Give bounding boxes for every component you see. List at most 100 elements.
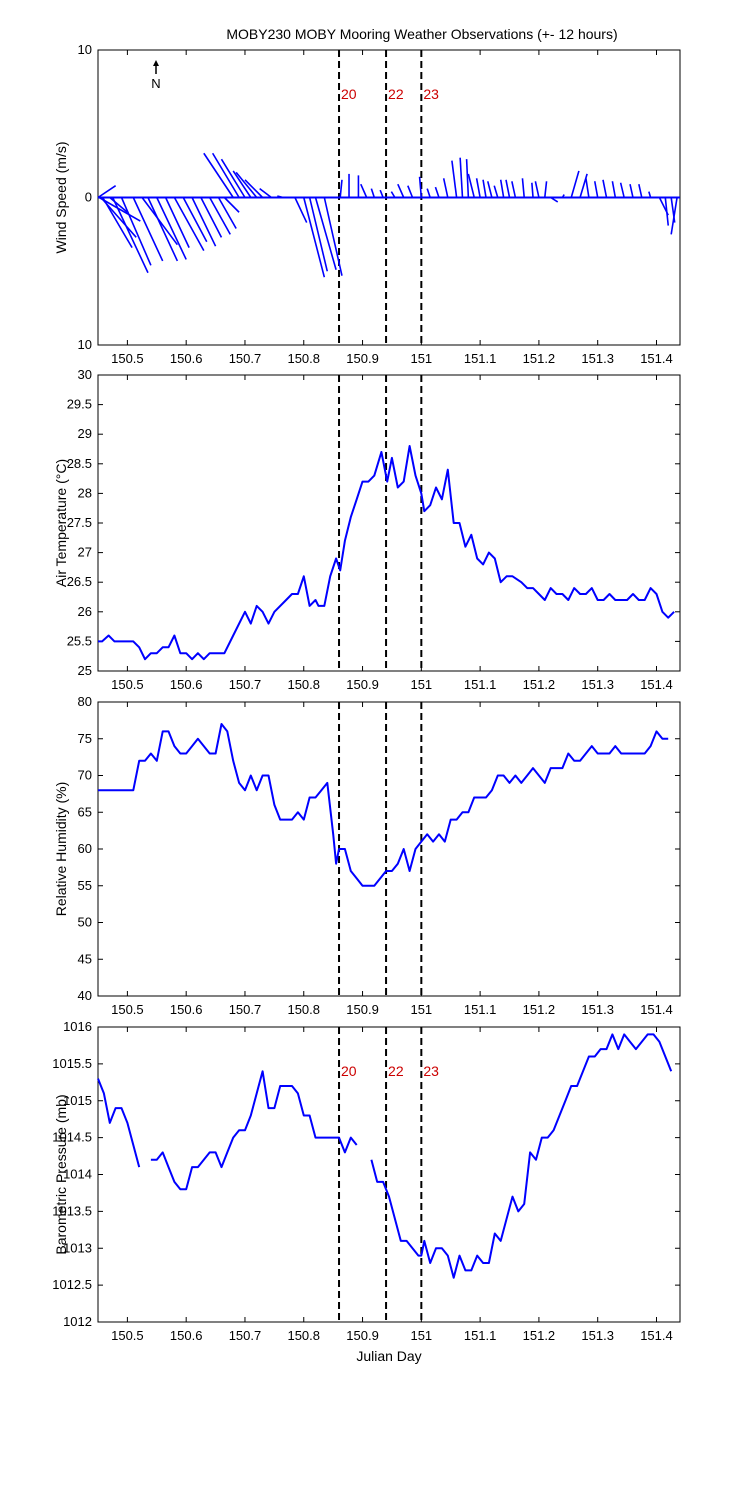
x-tick-label: 150.8 [287, 1002, 320, 1017]
wind-vector [611, 181, 617, 198]
y-tick-label: 1014 [63, 1167, 92, 1182]
x-tick-label: 150.9 [346, 677, 379, 692]
wind-vector [570, 170, 580, 198]
y-tick-label: 30 [78, 367, 92, 382]
wind-vector [543, 181, 548, 198]
x-tick-label: 150.6 [170, 1328, 203, 1343]
panel-4: 150.5 150.6 150.7 150.8 150.9 151 151.1 151.2 15… [52, 1019, 681, 1364]
wind-vector [550, 196, 559, 203]
y-tick-label: 1012 [63, 1314, 92, 1329]
wind-vector [232, 170, 252, 198]
x-tick-label: 150.5 [111, 351, 144, 366]
x-tick-label: 150.6 [170, 1002, 203, 1017]
x-tick-label: 150.5 [111, 1328, 144, 1343]
wind-vector [619, 182, 625, 198]
wind-vector [511, 181, 517, 198]
wind-vector [670, 197, 678, 235]
wind-vector [593, 181, 599, 198]
wind-vector [465, 159, 470, 198]
y-tick-label: 29.5 [67, 397, 92, 412]
wind-vector [220, 158, 246, 198]
wind-vector [203, 152, 234, 198]
x-tick-label: 151 [410, 351, 432, 366]
plot-frame [97, 374, 681, 672]
y-tick-label: 0 [85, 190, 92, 205]
wind-vector [397, 183, 405, 198]
north-label: N [151, 76, 160, 91]
wind-vector [277, 195, 284, 199]
y-tick-label: 1016 [63, 1019, 92, 1034]
wind-vector [451, 160, 458, 198]
wind-vector [211, 152, 240, 198]
wind-vector [534, 181, 540, 198]
x-tick-label: 151.3 [581, 351, 614, 366]
y-tick-label: 55 [78, 878, 92, 893]
wind-vector [173, 197, 205, 251]
panel-1: 150.5 150.6 150.7 150.8 150.9 151 151.1 151.2 15… [53, 42, 681, 366]
wind-vector [521, 178, 526, 198]
x-tick-label: 150.5 [111, 1002, 144, 1017]
x-tick-label: 150.7 [229, 1328, 262, 1343]
y-tick-label: 45 [78, 951, 92, 966]
x-tick-label: 151.4 [640, 677, 673, 692]
x-axis-label: Julian Day [356, 1348, 421, 1364]
x-tick-label: 150.8 [287, 351, 320, 366]
y-tick-label: 70 [78, 768, 92, 783]
wind-vector [97, 185, 117, 199]
wind-vector [482, 179, 487, 198]
wind-vector [147, 197, 179, 262]
y-axis-label: Wind Speed (m/s) [53, 141, 69, 253]
wind-vector [459, 157, 464, 198]
wind-vector [493, 185, 499, 198]
y-tick-label: 25 [78, 663, 92, 678]
y-tick-label: 1015 [63, 1093, 92, 1108]
plot-frame [97, 1026, 681, 1323]
y-tick-label: 40 [78, 988, 92, 1003]
plot-frame [97, 701, 681, 997]
x-tick-label: 150.6 [170, 351, 203, 366]
event-marker-label: 23 [423, 1063, 439, 1079]
y-tick-label: 80 [78, 694, 92, 709]
wind-vector [475, 178, 481, 198]
x-tick-label: 150.9 [346, 351, 379, 366]
y-tick-label: 10 [78, 42, 92, 57]
wind-vector [164, 197, 190, 248]
wind-vector [585, 178, 590, 198]
series-line [98, 445, 675, 661]
wind-vector [98, 196, 141, 222]
x-tick-label: 150.7 [229, 677, 262, 692]
x-tick-label: 151.3 [581, 1002, 614, 1017]
wind-vector [109, 196, 128, 213]
x-tick-label: 151.2 [523, 677, 556, 692]
y-axis-label: Relative Humidity (%) [53, 782, 69, 917]
wind-vector [418, 176, 423, 198]
wind-vector [259, 188, 272, 199]
wind-vector [579, 173, 588, 198]
wind-vector [648, 191, 652, 198]
wind-vector [379, 189, 384, 198]
event-marker-label: 20 [341, 86, 357, 102]
event-marker-label: 22 [388, 1063, 404, 1079]
north-arrowhead-icon [153, 60, 159, 66]
wind-vector [664, 197, 670, 226]
y-tick-label: 60 [78, 841, 92, 856]
wind-vector [156, 197, 187, 260]
wind-vector [390, 191, 396, 198]
event-marker-label: 23 [423, 86, 439, 102]
figure-title: MOBY230 MOBY Mooring Weather Observation… [226, 26, 617, 42]
y-tick-label: 27.5 [67, 515, 92, 530]
y-tick-label: 26 [78, 604, 92, 619]
wind-vector [208, 197, 231, 235]
wind-vector [638, 184, 643, 198]
x-tick-label: 150.5 [111, 677, 144, 692]
wind-vector [561, 194, 565, 198]
x-tick-label: 150.7 [229, 1002, 262, 1017]
y-tick-label: 1015.5 [52, 1056, 92, 1071]
x-tick-label: 151.4 [640, 1002, 673, 1017]
y-tick-label: 25.5 [67, 633, 92, 648]
wind-vector [223, 196, 240, 213]
wind-vector [244, 179, 264, 199]
wind-vector [182, 197, 208, 243]
wind-vector [308, 197, 329, 272]
y-tick-label: 75 [78, 731, 92, 746]
